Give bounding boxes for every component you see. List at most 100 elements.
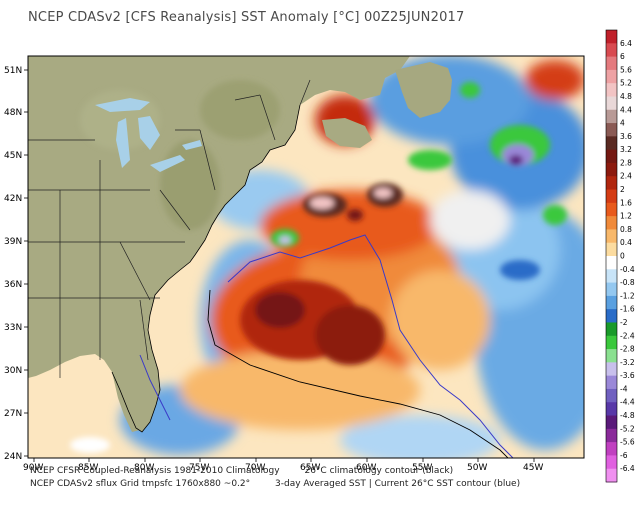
colorbar-swatch — [606, 256, 617, 270]
colorbar-label: -0.8 — [620, 278, 635, 287]
colorbar-label: 2 — [620, 185, 625, 194]
nova-scotia-land — [322, 118, 372, 148]
footer-climatology-contour: 26°C climatology contour (black) — [304, 466, 454, 476]
colorbar-label: -1.6 — [620, 305, 635, 314]
lat-label: 24N — [4, 452, 22, 462]
footer-current-contour: 3-day Averaged SST | Current 26°C SST co… — [275, 479, 521, 489]
latitude-axis: 51N 48N 45N 42N 39N 36N 33N 30N 27N 24N — [4, 66, 28, 462]
lon-label: 90W — [23, 463, 43, 473]
colorbar-frame — [605, 29, 618, 483]
colorbar-swatch — [606, 388, 617, 403]
lon-label: 45W — [523, 463, 543, 473]
colorbar-label: -1.2 — [620, 291, 635, 300]
colorbar-swatch — [606, 216, 617, 230]
colorbar-swatch — [606, 295, 617, 310]
colorbar-swatch — [606, 176, 617, 191]
colorbar-swatch — [606, 242, 617, 257]
colorbar-swatch — [606, 362, 617, 377]
colorbar-swatch — [606, 30, 617, 44]
footer-grid: NCEP CDASv2 sflux Grid tmpsfc 1760x880 ~… — [30, 479, 251, 489]
lon-label: 75W — [189, 463, 209, 473]
map-title: NCEP CDASv2 [CFS Reanalysis] SST Anomaly… — [28, 10, 465, 25]
lake-michigan — [116, 118, 130, 168]
lat-label: 48N — [4, 108, 22, 118]
colorbar-label: -2 — [620, 318, 628, 327]
colorbar-swatch — [606, 402, 617, 417]
colorbar-swatch — [606, 349, 617, 363]
lon-label: 80W — [134, 463, 154, 473]
colorbar-label: 0 — [620, 252, 625, 261]
lat-label: 45N — [4, 151, 22, 161]
colorbar: 6.4 6 5.6 5.2 4.8 4.4 4 3.6 3.2 2.8 2.4 2 1.6 1.2 0.8 0… — [605, 29, 635, 483]
colorbar-swatch — [606, 229, 617, 244]
current-sst-contour — [227, 234, 514, 458]
colorbar-label: -6 — [620, 451, 628, 460]
footer-line-2: NCEP CDASv2 sflux Grid tmpsfc 1760x880 ~… — [30, 479, 520, 489]
lon-label: 55W — [412, 463, 432, 473]
colorbar-label: 0.4 — [620, 238, 632, 247]
colorbar-label: -4 — [620, 384, 628, 393]
colorbar-label: -5.2 — [620, 424, 635, 433]
colorbar-label: 3.6 — [620, 132, 632, 141]
colorbar-label: 2.4 — [620, 172, 632, 181]
colorbar-label: -5.6 — [620, 438, 635, 447]
colorbar-label: -0.4 — [620, 265, 635, 274]
colorbar-swatch — [606, 269, 617, 284]
colorbar-swatch — [606, 43, 617, 58]
colorbar-label: -2.8 — [620, 345, 635, 354]
colorbar-label: 5.6 — [620, 65, 632, 74]
colorbar-label: 6 — [620, 52, 625, 61]
lat-label: 36N — [4, 280, 22, 290]
colorbar-swatch — [606, 109, 617, 124]
colorbar-label: -2.4 — [620, 331, 635, 340]
colorbar-label: -3.6 — [620, 371, 635, 380]
colorbar-swatch — [606, 56, 617, 71]
colorbar-label: 0.8 — [620, 225, 632, 234]
colorbar-swatch — [606, 149, 617, 164]
colorbar-label: 3.2 — [620, 145, 632, 154]
colorbar-swatch — [606, 455, 617, 470]
colorbar-label: -4.4 — [620, 398, 635, 407]
colorbar-swatch — [606, 428, 617, 443]
lon-label: 70W — [245, 463, 265, 473]
colorbar-swatch — [606, 123, 617, 137]
lon-label: 65W — [300, 463, 320, 473]
colorbar-swatch — [606, 415, 617, 430]
colorbar-label: 4.4 — [620, 105, 632, 114]
lake-superior — [95, 98, 150, 112]
colorbar-swatch — [606, 162, 617, 177]
lake-huron — [138, 116, 160, 150]
colorbar-swatch — [606, 442, 617, 456]
colorbar-swatch — [606, 69, 617, 84]
colorbar-label: 5.2 — [620, 79, 632, 88]
lat-label: 39N — [4, 237, 22, 247]
colorbar-swatch — [606, 202, 617, 217]
colorbar-label: -3.2 — [620, 358, 635, 367]
colorbar-label: 1.2 — [620, 212, 632, 221]
colorbar-label: 6.4 — [620, 39, 632, 48]
colorbar-swatch — [606, 375, 617, 390]
colorbar-label: -6.4 — [620, 464, 635, 473]
lon-label: 50W — [467, 463, 487, 473]
colorbar-swatch — [606, 189, 617, 204]
colorbar-label: 4.8 — [620, 92, 632, 101]
climatology-contour — [207, 289, 509, 458]
lat-label: 51N — [4, 66, 22, 76]
colorbar-label: 4 — [620, 119, 625, 128]
colorbar-swatch — [606, 282, 617, 297]
colorbar-swatch — [606, 468, 617, 483]
lake-ontario — [182, 140, 202, 150]
colorbar-label: 1.6 — [620, 198, 632, 207]
florida-land — [112, 372, 142, 432]
footer-climatology: NCEP CFSR Coupled-Reanalysis 1981-2010 C… — [30, 466, 280, 476]
lat-label: 27N — [4, 409, 22, 419]
newfoundland-land — [395, 62, 452, 118]
footer-line-1: NCEP CFSR Coupled-Reanalysis 1981-2010 C… — [30, 466, 453, 476]
colorbar-label: -4.8 — [620, 411, 635, 420]
lon-label: 60W — [356, 463, 376, 473]
lat-label: 42N — [4, 194, 22, 204]
lake-erie — [150, 155, 185, 172]
colorbar-swatch — [606, 96, 617, 111]
lon-label: 85W — [78, 463, 98, 473]
